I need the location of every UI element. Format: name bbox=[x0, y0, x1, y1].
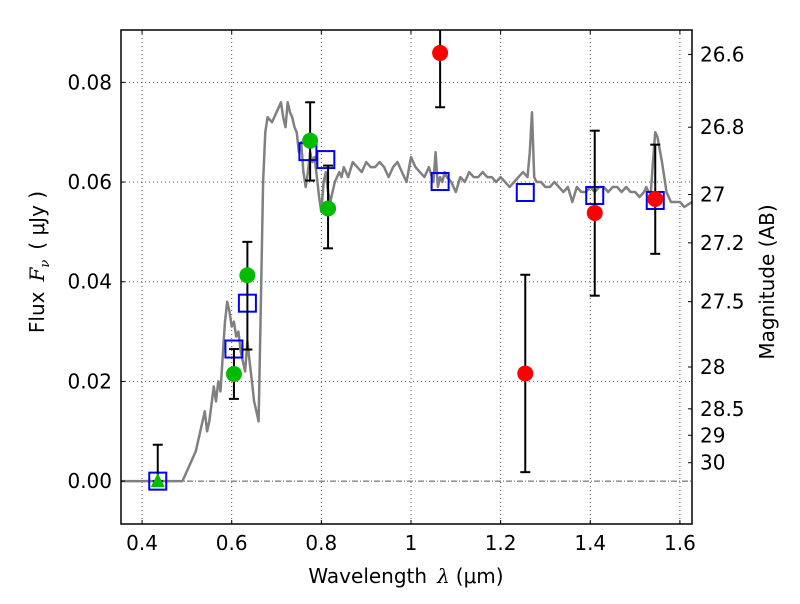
x-axis-label-symbol: λ bbox=[436, 564, 450, 588]
x-tick-label: 1 bbox=[405, 531, 418, 555]
x-tick-label: 1.6 bbox=[664, 531, 696, 555]
y2-axis-label: Magnitude (AB) bbox=[755, 204, 779, 359]
y-axis-label: Flux Fν ( μJy ) bbox=[25, 191, 53, 333]
x-axis: 0.4 0.6 0.8 1 1.2 1.4 1.6 bbox=[126, 30, 696, 555]
y2-tick-label: 26.6 bbox=[700, 42, 745, 66]
model-photometry-square bbox=[515, 183, 535, 203]
x-axis-label-prefix: Wavelength bbox=[308, 564, 427, 588]
y2-tick-label: 30 bbox=[700, 451, 725, 475]
red-data-point bbox=[432, 44, 449, 61]
y-axis: 0.00 0.02 0.04 0.06 0.08 bbox=[67, 70, 125, 493]
y-axis-label-symbol: F bbox=[25, 267, 49, 283]
y2-tick-label: 26.8 bbox=[700, 115, 745, 139]
upper-limit-triangle bbox=[150, 473, 165, 488]
y-tick-label: 0.08 bbox=[67, 70, 112, 94]
y2-tick-label: 27 bbox=[700, 183, 725, 207]
y-axis-label-prefix: Flux bbox=[25, 291, 49, 333]
x-tick-label: 0.8 bbox=[305, 531, 337, 555]
green-data-point bbox=[302, 132, 319, 149]
y2-tick-label: 28.5 bbox=[700, 397, 745, 421]
red-data-point bbox=[586, 204, 603, 221]
y2-axis: 26.6 26.8 27 27.2 27.5 28 28.529 30 bbox=[688, 42, 745, 475]
green-data-point bbox=[225, 365, 242, 382]
x-axis-label-unit: (μm) bbox=[456, 564, 504, 588]
y2-tick-label: 29 bbox=[700, 423, 725, 447]
axes-frame bbox=[120, 29, 693, 525]
x-tick-label: 1.2 bbox=[485, 531, 517, 555]
red-data-point bbox=[517, 365, 534, 382]
red-data-point bbox=[647, 190, 664, 207]
model-photometry-square bbox=[316, 150, 336, 170]
x-tick-label: 1.4 bbox=[574, 531, 606, 555]
y-tick-label: 0.06 bbox=[67, 170, 112, 194]
y-tick-label: 0.00 bbox=[67, 469, 112, 493]
y-axis-label-unit: ( μJy ) bbox=[25, 191, 49, 250]
y-tick-label: 0.02 bbox=[67, 369, 112, 393]
model-spectrum-line bbox=[121, 101, 693, 483]
model-photometry-square bbox=[430, 172, 450, 192]
y-axis-label-subscript: ν bbox=[38, 260, 53, 268]
x-axis-label: Wavelength λ (μm) bbox=[308, 564, 503, 588]
green-data-point bbox=[239, 267, 256, 284]
x-tick-label: 0.4 bbox=[126, 531, 158, 555]
green-data-point bbox=[320, 200, 337, 217]
plot-area bbox=[121, 30, 693, 491]
y2-tick-label: 27.5 bbox=[700, 290, 745, 314]
y2-tick-label: 27.2 bbox=[700, 231, 745, 255]
y2-tick-label: 28 bbox=[700, 355, 725, 379]
x-tick-label: 0.6 bbox=[216, 531, 248, 555]
y-tick-label: 0.04 bbox=[67, 270, 112, 294]
